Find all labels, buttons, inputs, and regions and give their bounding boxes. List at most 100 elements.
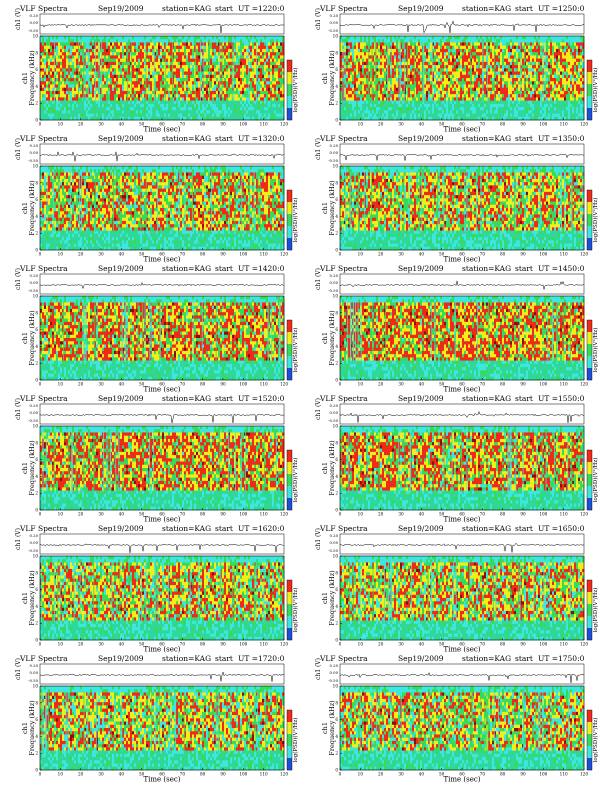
x-axis-label: Time (sec) <box>143 256 180 264</box>
x-tick-label: 120 <box>580 512 588 517</box>
x-tick-label: 80 <box>500 772 506 777</box>
x-tick-label: 100 <box>239 122 247 127</box>
y-tick-label: 8 <box>335 50 338 55</box>
spectrogram-channel-label: ch1 <box>321 592 329 604</box>
spectrogram-heatmap <box>340 296 585 381</box>
waveform-tick-label: -0.50 <box>328 418 338 423</box>
x-tick-label: 120 <box>580 382 588 387</box>
spectrogram-heatmap <box>40 426 285 511</box>
x-tick-label: 10 <box>358 512 364 517</box>
x-tick-label: 60 <box>459 512 465 517</box>
waveform-tick-label: 0.00 <box>330 670 339 675</box>
spectra-panel: VLF Spectra Sep19/2009 station=KAG start UT … <box>306 2 599 134</box>
x-tick-label: 10 <box>358 252 364 257</box>
x-tick-label: 0 <box>39 252 42 257</box>
x-tick-label: 120 <box>280 382 288 387</box>
x-axis-label: Time (sec) <box>443 386 480 394</box>
panel-start-label: start <box>515 394 533 404</box>
x-tick-label: 120 <box>580 642 588 647</box>
spectrogram-svg: ch1 (V) 0.20 0.00 -0.50 0 2 4 6 8 10 ch1 Frequency … <box>315 8 599 134</box>
y-tick-label: 0 <box>35 638 38 643</box>
colorbar <box>586 319 593 381</box>
spectrogram-ylabel: Frequency (kHz) <box>28 50 36 106</box>
spectrogram-channel-label: ch1 <box>321 332 329 344</box>
x-tick-label: 40 <box>419 122 425 127</box>
spectrogram-ylabel: Frequency (kHz) <box>328 50 336 106</box>
panel-station: station=KAG <box>162 394 211 404</box>
spectrogram-svg: ch1 (V) 0.20 0.00 -0.50 0 2 4 6 8 10 ch1 Frequency … <box>315 658 599 783</box>
colorbar <box>286 449 293 511</box>
x-tick-label: 100 <box>239 772 247 777</box>
x-tick-label: 110 <box>560 772 568 777</box>
x-tick-label: 20 <box>78 772 84 777</box>
waveform-frame <box>339 403 585 425</box>
colorbar <box>286 579 293 641</box>
x-tick-label: 70 <box>180 642 186 647</box>
waveform-ylabel: ch1 (V) <box>315 528 322 550</box>
y-tick-label: 0 <box>335 508 338 513</box>
x-axis-label: Time (sec) <box>443 516 480 524</box>
y-tick-label: 6 <box>35 587 38 592</box>
spectrogram-channel-label: ch1 <box>21 332 29 344</box>
spectrogram-channel-label: ch1 <box>21 72 29 84</box>
x-tick-label: 60 <box>459 642 465 647</box>
spectrogram-svg: ch1 (V) 0.20 0.00 -0.50 0 2 4 6 8 10 ch1 Frequency … <box>315 398 599 524</box>
colorbar <box>586 709 593 771</box>
waveform-frame <box>339 273 585 295</box>
spectra-panel: VLF Spectra Sep19/2009 station=KAG start UT … <box>306 132 599 264</box>
x-tick-label: 90 <box>520 252 526 257</box>
panel-date: Sep19/2009 <box>98 654 144 664</box>
panel-title: VLF Spectra <box>320 394 368 404</box>
waveform-tick-label: 0.00 <box>30 670 39 675</box>
waveform-ylabel: ch1 (V) <box>315 658 322 680</box>
spectra-panel: VLF Spectra Sep19/2009 station=KAG start UT … <box>6 522 299 654</box>
x-axis-label: Time (sec) <box>143 776 180 784</box>
panel-station: station=KAG <box>462 654 511 664</box>
x-tick-label: 70 <box>480 512 486 517</box>
panel-title: VLF Spectra <box>20 134 68 144</box>
waveform-frame <box>339 143 585 165</box>
waveform-trace <box>39 150 285 162</box>
waveform-tick-label: 0.20 <box>330 13 339 18</box>
x-tick-label: 10 <box>58 772 64 777</box>
waveform-tick-label: 0.20 <box>30 273 39 278</box>
y-tick-label: 0 <box>35 508 38 513</box>
colorbar-label: log(PSD)(V²/Hz) <box>292 328 299 373</box>
panel-start-ut: UT =1350:0 <box>538 134 584 144</box>
waveform-trace <box>39 413 284 424</box>
waveform-tick-label: 0.20 <box>330 403 339 408</box>
waveform-tick-label: 0.00 <box>30 280 39 285</box>
y-tick-label: 8 <box>335 440 338 445</box>
x-tick-label: 70 <box>480 122 486 127</box>
x-axis-label: Time (sec) <box>443 126 480 134</box>
panel-start-ut: UT =1320:0 <box>238 134 284 144</box>
y-tick-label: 2 <box>35 101 38 106</box>
colorbar <box>286 709 293 771</box>
panel-start-label: start <box>215 654 233 664</box>
waveform-trace <box>39 23 285 34</box>
x-tick-label: 100 <box>239 642 247 647</box>
x-tick-label: 60 <box>159 252 165 257</box>
spectrogram-channel-label: ch1 <box>21 202 29 214</box>
y-tick-label: 4 <box>35 214 38 219</box>
waveform-tick-label: 0.00 <box>30 20 39 25</box>
waveform-ylabel: ch1 (V) <box>15 138 22 160</box>
panel-start-ut: UT =1720:0 <box>238 654 284 664</box>
y-tick-label: 2 <box>335 751 338 756</box>
panel-title: VLF Spectra <box>320 654 368 664</box>
spectrogram-channel-label: ch1 <box>21 722 29 734</box>
x-tick-label: 80 <box>200 382 206 387</box>
y-tick-label: 6 <box>335 717 338 722</box>
spectrogram-svg: ch1 (V) 0.20 0.00 -0.50 0 2 4 6 8 10 ch1 Frequency … <box>15 268 299 393</box>
x-tick-label: 70 <box>180 252 186 257</box>
y-tick-label: 4 <box>335 84 338 89</box>
spectrogram-heatmap <box>40 296 285 381</box>
x-tick-label: 30 <box>98 252 104 257</box>
y-tick-label: 0 <box>335 768 338 773</box>
x-tick-label: 50 <box>439 642 445 647</box>
panel-start-label: start <box>515 654 533 664</box>
x-tick-label: 40 <box>419 772 425 777</box>
panel-date: Sep19/2009 <box>98 4 144 14</box>
y-tick-label: 0 <box>335 378 338 383</box>
